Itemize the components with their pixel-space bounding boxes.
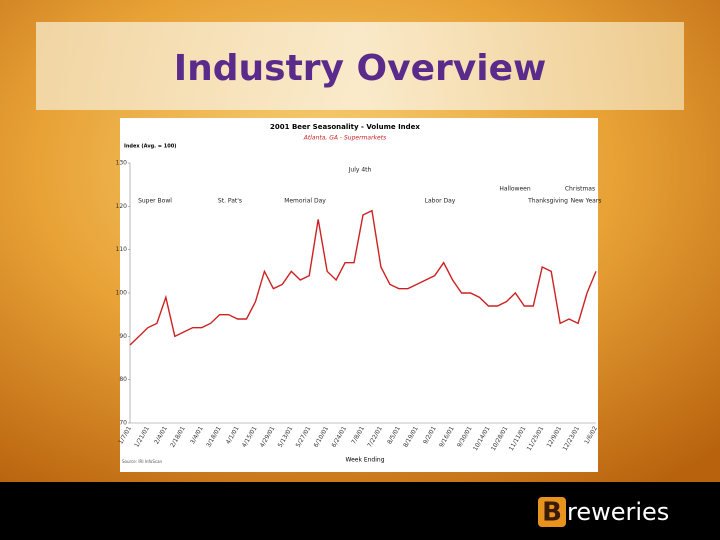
x-axis-label: Week Ending: [345, 457, 384, 464]
annotation: Super Bowl: [138, 198, 172, 205]
logo-initial: B: [542, 498, 562, 528]
annotation: New Years: [571, 198, 602, 205]
annotation: Labor Day: [425, 198, 456, 205]
logo-box: [538, 497, 566, 527]
annotation: July 4th: [348, 167, 372, 174]
data-line: [129, 209, 597, 346]
title-band: [36, 22, 684, 110]
annotation: Halloween: [499, 186, 530, 193]
slide-title: Industry Overview: [174, 48, 547, 89]
logo-text: reweries: [567, 498, 669, 526]
chart-panel: [120, 118, 598, 472]
source-note: Source: IRI InfoScan: [122, 459, 163, 464]
annotation: Memorial Day: [284, 198, 326, 205]
y-axis-label: Index (Avg. = 100): [124, 144, 176, 150]
annotation: Thanksgiving: [527, 198, 568, 205]
y-tick-label: 120: [116, 203, 128, 210]
annotation: St. Pat's: [218, 198, 242, 205]
chart-title: 2001 Beer Seasonality - Volume Index: [270, 123, 420, 131]
y-tick-label: 80: [119, 376, 127, 383]
y-tick-label: 130: [116, 160, 128, 167]
y-tick-label: 110: [116, 246, 128, 253]
y-tick-label: 100: [116, 290, 128, 297]
annotation: Christmas: [565, 186, 595, 193]
chart-subtitle: Atlanta, GA - Supermarkets: [303, 135, 386, 142]
y-tick-label: 70: [119, 420, 127, 427]
y-tick-label: 90: [119, 333, 127, 340]
footer-bar: [0, 482, 720, 540]
